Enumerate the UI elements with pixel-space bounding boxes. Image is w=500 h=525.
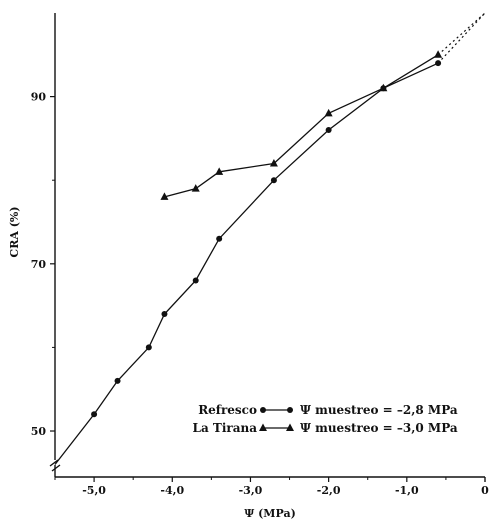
axis-break-mark (49, 459, 61, 472)
legend-marker (286, 423, 294, 431)
data-point (160, 192, 169, 200)
data-point (324, 108, 333, 117)
x-tick-label: -4,0 (160, 484, 184, 497)
data-point (191, 184, 200, 192)
legend-label: La Tirana (193, 421, 258, 435)
x-tick-label: -5,0 (82, 484, 106, 497)
plot-area (54, 12, 486, 465)
data-point (91, 411, 98, 418)
data-point (192, 277, 199, 284)
y-tick-label: 90 (31, 91, 47, 104)
x-tick-label: 0 (481, 484, 489, 497)
series-la-tirana (160, 50, 443, 200)
legend-marker (259, 423, 267, 431)
x-axis-ticks: -5,0 -4,0 -3,0 -2,0 -1,0 0 (54, 477, 489, 497)
data-point (161, 310, 168, 317)
legend-description: Ψ muestreo = –2,8 MPa (300, 403, 458, 417)
x-tick-label: -1,0 (395, 484, 419, 497)
legend-label: Refresco (198, 403, 257, 417)
y-tick-label: 50 (31, 425, 47, 438)
legend: Refresco Ψ muestreo = –2,8 MPa La Tirana Ψ … (193, 403, 458, 435)
data-point (325, 127, 332, 134)
series-line (164, 54, 439, 198)
legend-marker (260, 407, 266, 413)
x-axis-label: Ψ (MPa) (244, 507, 296, 520)
data-point (269, 158, 278, 167)
data-point (114, 377, 121, 384)
extrapolation-line (437, 12, 486, 64)
y-axis-ticks: 50 70 90 (31, 91, 55, 438)
data-point (270, 177, 277, 184)
data-point (379, 83, 388, 92)
legend-description: Ψ muestreo = –3,0 MPa (300, 421, 458, 435)
extrapolation-line (437, 12, 486, 56)
y-axis-label: CRA (%) (8, 206, 21, 257)
data-point (215, 167, 224, 175)
legend-marker (287, 407, 293, 413)
data-point (145, 344, 152, 351)
x-tick-label: -2,0 (317, 484, 341, 497)
x-tick-label: -3,0 (239, 484, 263, 497)
data-point (216, 235, 223, 242)
y-tick-label: 70 (31, 258, 47, 271)
